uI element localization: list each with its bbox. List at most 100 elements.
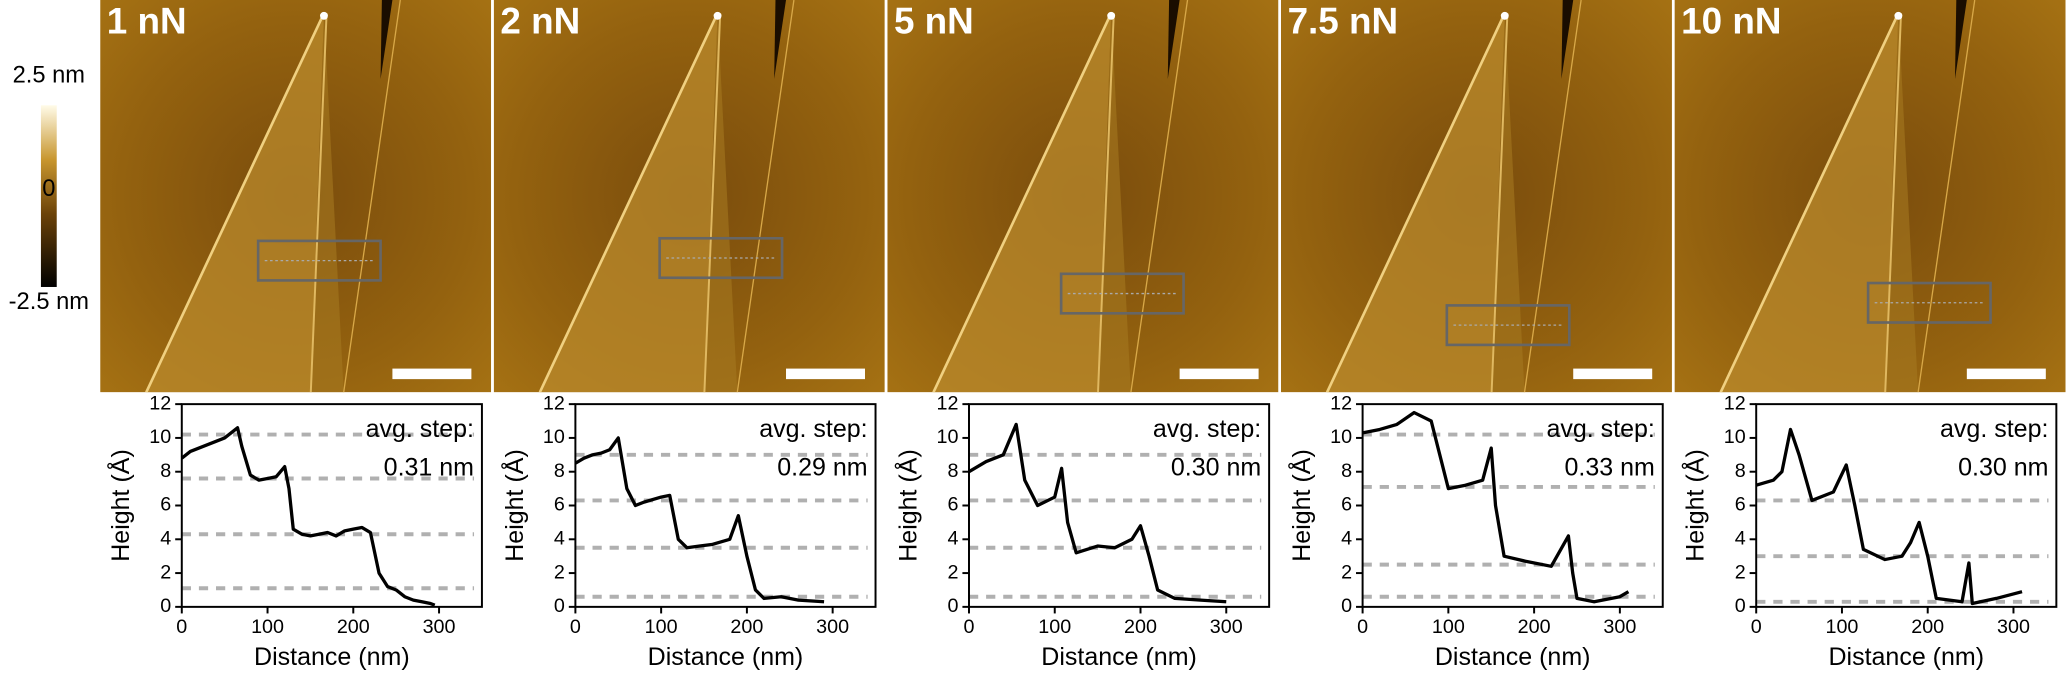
scale-bar <box>1179 368 1259 380</box>
profile-trace <box>574 436 825 604</box>
flake-strip <box>1098 13 1131 393</box>
annotation: avg. step: <box>1940 415 2048 443</box>
panel-title: 7.5 nN <box>1288 0 1399 41</box>
y-axis-label: Height (Å) <box>1286 449 1316 562</box>
crack-edge <box>1130 0 1189 393</box>
flake-edge <box>309 13 328 393</box>
flake-edge <box>703 13 722 393</box>
y-tick-label: 8 <box>554 460 565 482</box>
annotation: avg. step: <box>366 415 474 443</box>
annotation: avg. step: <box>1546 415 1654 443</box>
y-axis-label: Height (Å) <box>1680 449 1710 562</box>
scale-bar <box>1573 368 1653 380</box>
x-tick-label: 0 <box>1357 616 1368 638</box>
y-tick-label: 4 <box>1735 528 1746 550</box>
flake-strip <box>1885 13 1919 393</box>
y-tick-label: 0 <box>1341 595 1352 617</box>
x-tick-label: 300 <box>1603 616 1636 638</box>
flake-edge <box>538 12 719 393</box>
x-tick-label: 100 <box>1038 616 1071 638</box>
y-axis-label: Height (Å) <box>892 449 922 562</box>
crack-edge <box>1917 0 1976 393</box>
flake-strip <box>1491 13 1525 393</box>
x-tick-label: 200 <box>730 616 763 638</box>
tip <box>320 11 328 20</box>
y-tick-label: 10 <box>149 426 171 448</box>
flake-strip <box>704 13 738 393</box>
afm-image <box>1280 0 1672 393</box>
y-tick-label: 2 <box>1735 561 1746 583</box>
profile-box <box>1059 272 1185 315</box>
y-tick-label: 8 <box>947 460 958 482</box>
panel-title: 1 nN <box>107 0 187 41</box>
panel-title: 5 nN <box>894 0 974 41</box>
colorbar-label: 2.5 nm <box>13 63 85 89</box>
y-tick-label: 12 <box>937 392 959 414</box>
y-tick-label: 6 <box>160 494 171 516</box>
y-tick-label: 12 <box>1330 392 1352 414</box>
plot-frame <box>1361 403 1664 608</box>
flake-edge <box>1325 12 1506 393</box>
profile-trace <box>180 426 436 607</box>
y-tick-label: 4 <box>160 528 171 550</box>
afm-image <box>100 0 492 393</box>
crack <box>774 0 787 79</box>
y-tick-label: 8 <box>160 460 171 482</box>
flake-edge <box>1490 13 1509 393</box>
scale-bar <box>392 368 472 380</box>
y-tick-label: 10 <box>937 426 959 448</box>
annotation: avg. step: <box>1153 415 1261 443</box>
x-tick-label: 300 <box>423 616 456 638</box>
x-tick-label: 200 <box>1911 616 1944 638</box>
crack <box>1167 0 1180 79</box>
y-axis-label: Height (Å) <box>499 449 529 562</box>
flake-strip <box>310 13 344 393</box>
x-tick-label: 100 <box>251 616 284 638</box>
crack-edge <box>736 0 795 393</box>
y-tick-label: 6 <box>1735 494 1746 516</box>
afm-image <box>493 0 885 393</box>
flake-edge <box>1884 13 1902 393</box>
panel-title: 10 nN <box>1681 0 1781 41</box>
annotation: 0.33 nm <box>1565 453 1655 481</box>
y-tick-label: 0 <box>947 595 958 617</box>
x-tick-label: 300 <box>1997 616 2030 638</box>
profile-box <box>1866 281 1992 324</box>
y-tick-label: 2 <box>947 561 958 583</box>
x-tick-label: 300 <box>1210 616 1243 638</box>
x-tick-label: 100 <box>1825 616 1858 638</box>
y-tick-label: 12 <box>543 392 565 414</box>
flake-edge <box>1097 13 1115 393</box>
x-axis-label: Distance (nm) <box>1435 643 1591 671</box>
y-tick-label: 4 <box>1341 528 1352 550</box>
x-tick-label: 0 <box>1751 616 1762 638</box>
flake-edge <box>932 12 1113 393</box>
plot-frame <box>180 403 483 608</box>
scale-bar <box>786 368 865 380</box>
profile-trace <box>968 422 1227 604</box>
y-tick-label: 10 <box>1330 426 1352 448</box>
afm-image <box>887 0 1279 393</box>
tip <box>1500 11 1509 20</box>
afm-image <box>1674 0 2066 393</box>
plot-frame <box>1755 403 2058 608</box>
y-tick-label: 0 <box>554 595 565 617</box>
profile-trace <box>1362 410 1630 604</box>
tip <box>713 11 722 20</box>
crack <box>380 0 393 79</box>
flake-edge <box>1719 12 1900 393</box>
y-tick-label: 6 <box>1341 494 1352 516</box>
profile-box <box>658 236 784 280</box>
tip <box>1107 11 1116 20</box>
x-tick-label: 100 <box>645 616 678 638</box>
colorbar <box>40 105 57 287</box>
x-axis-label: Distance (nm) <box>648 643 804 671</box>
scale-bar <box>1966 368 2046 380</box>
y-tick-label: 10 <box>543 426 565 448</box>
y-tick-label: 8 <box>1735 460 1746 482</box>
plot-frame <box>968 403 1271 608</box>
x-tick-label: 200 <box>1518 616 1551 638</box>
y-tick-label: 0 <box>1735 595 1746 617</box>
flake-edge <box>145 12 326 393</box>
